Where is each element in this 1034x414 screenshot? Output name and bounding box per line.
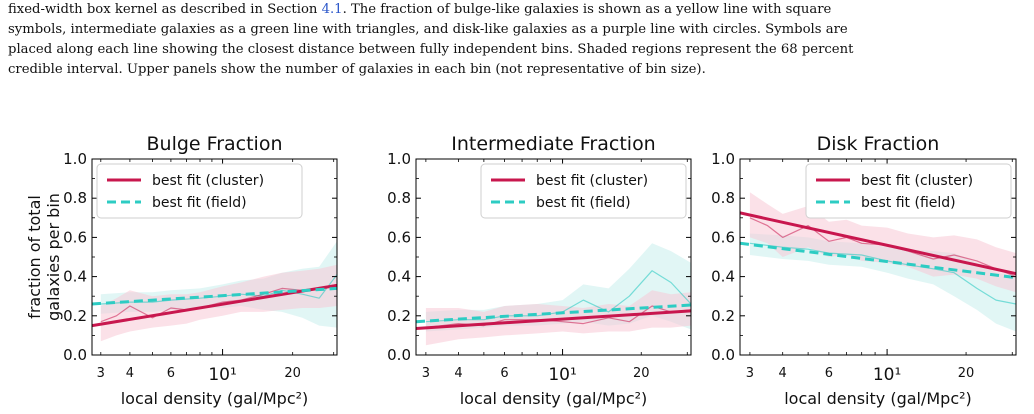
legend-field-label: best fit (field) (861, 195, 956, 211)
legend-cluster-label: best fit (cluster) (536, 173, 648, 189)
x-tick-label: 4 (126, 366, 134, 381)
x-tick-label: 6 (825, 366, 833, 381)
caption-line-1: fixed-width box kernel as described in S… (8, 0, 1028, 20)
x-tick-label: 20 (284, 366, 301, 381)
legend: best fit (cluster) best fit (field) (480, 163, 687, 219)
x-axis-label: local density (gal/Mpc²) (121, 389, 309, 408)
caption-text: . The fraction of bulge-like galaxies is… (342, 2, 832, 17)
cluster-best-fit-line (740, 211, 1016, 276)
legend-field-label: best fit (field) (536, 195, 631, 211)
cluster-raw-line (749, 217, 1016, 278)
y-axis-label: galaxies per bin (44, 193, 63, 321)
x-tick-label: 10¹ (548, 365, 576, 385)
legend-box (96, 163, 303, 219)
plot-area (416, 243, 691, 346)
legend-field-label: best fit (field) (152, 195, 247, 211)
panel-title: Bulge Fraction (147, 133, 283, 155)
cluster-credible-band (425, 290, 691, 346)
y-tick-label: 0.6 (63, 228, 87, 246)
y-tick-label: 0.4 (63, 268, 87, 286)
field-best-fit-line (416, 303, 691, 324)
x-tick-label: 6 (500, 366, 508, 381)
figure-caption: fixed-width box kernel as described in S… (8, 0, 1028, 80)
legend-cluster-label: best fit (cluster) (152, 173, 264, 189)
y-tick-label: 0.4 (387, 268, 411, 286)
plot-area (92, 241, 337, 342)
y-tick-label: 0.4 (711, 268, 735, 286)
legend-cluster-label: best fit (cluster) (861, 173, 973, 189)
field-best-fit-line (740, 241, 1016, 280)
y-tick-label: 0.8 (387, 189, 411, 207)
y-tick-label: 0.8 (711, 189, 735, 207)
legend: best fit (cluster) best fit (field) (805, 163, 1012, 219)
x-tick-label: 10¹ (208, 365, 236, 385)
y-tick-label: 0.2 (387, 307, 411, 325)
y-tick-label: 0.2 (711, 307, 735, 325)
x-tick-label: 20 (958, 366, 975, 381)
y-tick-label: 0.0 (387, 346, 411, 364)
x-axis-label: local density (gal/Mpc²) (460, 389, 648, 408)
x-tick-label: 4 (454, 366, 462, 381)
panel-3: 0.0 0.2 0.4 0.6 0.8 1.0 3 4 6 10¹ 20 Disk Fraction l… (711, 133, 1017, 408)
field-raw-line (425, 270, 691, 323)
caption-text: fixed-width box kernel as described in S… (8, 2, 322, 17)
caption-line-2: symbols, intermediate galaxies as a gree… (8, 22, 848, 37)
cluster-best-fit-line (416, 309, 691, 330)
field-best-fit-line (92, 286, 337, 306)
y-tick-label: 0.2 (63, 307, 87, 325)
y-tick-label: 0.0 (63, 346, 87, 364)
y-tick-label: 1.0 (63, 150, 87, 168)
legend-box (805, 163, 1012, 219)
x-tick-label: 3 (422, 366, 430, 381)
x-tick-label: 6 (167, 366, 175, 381)
y-tick-label: 0.6 (387, 228, 411, 246)
panel-title: Disk Fraction (817, 133, 940, 155)
caption-line-3: placed along each line showing the close… (8, 42, 854, 57)
y-axis-label: fraction of total (25, 195, 44, 319)
y-tick-label: 0.0 (711, 346, 735, 364)
y-tick-label: 0.8 (63, 189, 87, 207)
x-tick-label: 4 (779, 366, 787, 381)
panel-1: 0.0 0.2 0.4 0.6 0.8 1.0 3 4 6 10¹ 20 Bulge Fraction… (25, 133, 338, 408)
x-tick-label: 10¹ (873, 365, 901, 385)
caption-line-4: credible interval. Upper panels show the… (8, 62, 706, 77)
y-tick-label: 1.0 (711, 150, 735, 168)
x-tick-label: 20 (633, 366, 650, 381)
legend: best fit (cluster) best fit (field) (96, 163, 303, 219)
x-tick-label: 3 (746, 366, 754, 381)
panel-2: 0.0 0.2 0.4 0.6 0.8 1.0 3 4 6 10¹ 20 Intermediate F… (387, 133, 692, 408)
legend-box (480, 163, 687, 219)
x-tick-label: 3 (97, 366, 105, 381)
section-link[interactable]: 4.1 (321, 2, 343, 17)
y-tick-label: 1.0 (387, 150, 411, 168)
panel-title: Intermediate Fraction (451, 133, 655, 155)
x-axis-label: local density (gal/Mpc²) (784, 389, 972, 408)
y-tick-label: 0.6 (711, 228, 735, 246)
